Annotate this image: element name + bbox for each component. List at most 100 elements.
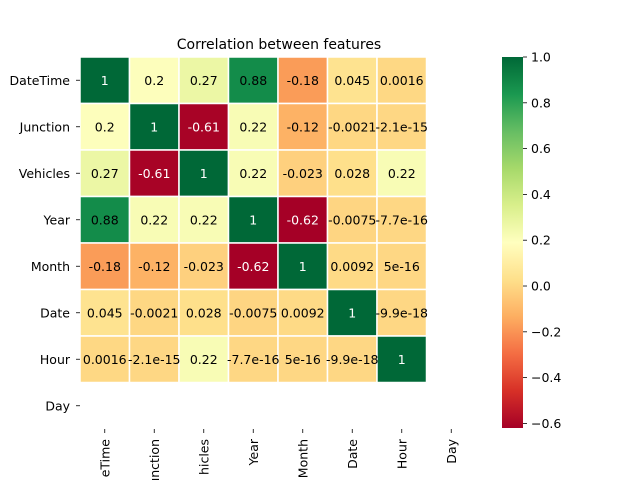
x-tick-label: Day (444, 438, 459, 463)
cell-annotation-r4-c4: 1 (299, 259, 307, 274)
heatmap-cell-r2-c2 (178, 149, 230, 198)
cell-annotation-r6-c2: 0.22 (190, 352, 218, 367)
x-tick-label: hicles (196, 439, 211, 475)
heatmap-cell-r4-c0 (79, 242, 131, 291)
x-tick-label: Year (246, 438, 261, 466)
cell-annotation-r6-c1: -2.1e-15 (128, 352, 181, 367)
cell-annotation-r0-c2: 0.27 (190, 73, 218, 88)
cell-annotation-r1-c1: 1 (150, 119, 158, 134)
cell-annotation-r2-c0: 0.27 (91, 166, 119, 181)
colorbar-tick-label: 0.0 (531, 279, 551, 294)
cell-annotation-r1-c5: -0.0021 (328, 119, 376, 134)
cell-annotation-r4-c6: 5e-16 (384, 259, 420, 274)
cell-annotation-r5-c4: 0.0092 (281, 305, 325, 320)
cell-annotation-r0-c3: 0.88 (239, 73, 267, 88)
cell-annotation-r2-c3: 0.22 (239, 166, 267, 181)
cell-annotation-r4-c0: -0.18 (89, 259, 121, 274)
heatmap-cell-r2-c6 (376, 149, 428, 198)
cell-annotation-r0-c1: 0.2 (144, 73, 164, 88)
cell-annotation-r4-c2: -0.023 (184, 259, 224, 274)
colorbar-tick-label: −0.2 (531, 324, 561, 339)
cell-annotation-r2-c6: 0.22 (388, 166, 416, 181)
heatmap-cell-r6-c5 (326, 335, 378, 384)
cell-annotation-r5-c5: 1 (348, 305, 356, 320)
cell-annotation-r2-c2: 1 (200, 166, 208, 181)
cell-annotation-r4-c5: 0.0092 (330, 259, 374, 274)
cell-annotation-r5-c0: 0.045 (87, 305, 123, 320)
cell-annotation-r6-c4: 5e-16 (285, 352, 321, 367)
heatmap-cell-r2-c5 (326, 149, 378, 198)
cell-annotation-r3-c2: 0.22 (190, 212, 218, 227)
heatmap-cell-r0-c1 (128, 56, 180, 105)
cell-annotation-r5-c2: 0.028 (186, 305, 222, 320)
heatmap-cell-r3-c0 (79, 195, 131, 244)
x-tick-label: Date (345, 439, 360, 469)
cell-annotation-r4-c3: -0.62 (237, 259, 269, 274)
heatmap-cell-r3-c1 (128, 195, 180, 244)
cell-annotation-r5-c3: -0.0075 (229, 305, 277, 320)
heatmap-cell-r6-c3 (227, 335, 279, 384)
colorbar-tick-label: −0.4 (531, 370, 561, 385)
x-tick-label: unction (147, 439, 162, 480)
colorbar-tick-label: 0.8 (531, 95, 551, 110)
x-tick-label: eTime (97, 439, 112, 478)
cell-annotation-r6-c6: 1 (398, 352, 406, 367)
heatmap-cell-r3-c5 (326, 195, 378, 244)
heatmap-cell-r5-c0 (79, 288, 131, 337)
heatmap-cell-r5-c6 (376, 288, 428, 337)
cell-annotation-r5-c6: -9.9e-18 (376, 305, 429, 320)
cell-annotation-r1-c0: 0.2 (95, 119, 115, 134)
cell-annotation-r3-c5: -0.0075 (328, 212, 376, 227)
cell-annotation-r5-c1: -0.0021 (130, 305, 178, 320)
colorbar-gradient (502, 57, 523, 428)
cell-annotation-r0-c4: -0.18 (287, 73, 319, 88)
cell-annotation-r0-c6: 0.0016 (380, 73, 424, 88)
cell-annotation-r1-c2: -0.61 (188, 119, 220, 134)
cell-annotation-r3-c3: 1 (249, 212, 257, 227)
cell-annotation-r1-c6: -2.1e-15 (376, 119, 429, 134)
heatmap-cell-r4-c2 (178, 242, 230, 291)
heatmap-cell-r6-c6 (376, 335, 428, 384)
y-tick-label: Day (45, 398, 70, 413)
cell-annotation-r0-c5: 0.045 (334, 73, 370, 88)
cell-annotation-r6-c5: -9.9e-18 (326, 352, 379, 367)
colorbar: 1.0 0.8 0.6 0.4 0.2 0.0 −0.2 −0.4 −0.6 (502, 50, 561, 431)
y-axis: DateTime Junction Vehicles Year Month Date Hou… (10, 73, 80, 413)
cell-annotation-r6-c0: 0.0016 (83, 352, 127, 367)
heatmap-cell-r6-c2 (178, 335, 230, 384)
cell-annotation-r2-c1: -0.61 (138, 166, 170, 181)
y-tick-label: Hour (40, 352, 71, 367)
cell-annotation-r3-c0: 0.88 (91, 212, 119, 227)
colorbar-tick-label: 1.0 (531, 50, 551, 65)
x-tick-label: Month (295, 439, 310, 478)
heatmap-cell-r2-c1 (128, 149, 180, 198)
colorbar-tick-label: 0.6 (531, 141, 551, 156)
heatmap-cell-r0-c5 (326, 56, 378, 105)
chart-title: Correlation between features (177, 37, 381, 53)
heatmap-cell-r5-c1 (128, 288, 180, 337)
y-tick-label: Junction (19, 119, 70, 134)
cell-annotation-r2-c4: -0.023 (283, 166, 323, 181)
cell-annotation-r0-c0: 1 (101, 73, 109, 88)
cell-annotation-r1-c4: -0.12 (287, 119, 319, 134)
cell-annotation-r3-c6: -7.7e-16 (376, 212, 429, 227)
y-tick-label: Year (43, 212, 71, 227)
x-axis: eTime unction hicles Year Month Date Hour Day (97, 429, 459, 480)
heatmap-cell-r2-c4 (277, 149, 329, 198)
cell-annotation-r2-c5: 0.028 (334, 166, 370, 181)
cell-annotation-r6-c3: -7.7e-16 (227, 352, 280, 367)
colorbar-tick-label: 0.4 (531, 187, 551, 202)
heatmap-cell-r1-c2 (178, 102, 230, 151)
y-tick-label: DateTime (10, 73, 71, 88)
colorbar-tick-label: −0.6 (531, 416, 561, 431)
cell-annotation-r3-c4: -0.62 (287, 212, 319, 227)
cell-annotation-r3-c1: 0.22 (140, 212, 168, 227)
x-tick-label: Hour (394, 438, 409, 469)
cell-annotation-r1-c3: 0.22 (239, 119, 267, 134)
cell-annotation-r4-c1: -0.12 (138, 259, 170, 274)
heatmap-cell-r1-c4 (277, 102, 329, 151)
y-tick-label: Month (31, 259, 70, 274)
colorbar-tick-label: 0.2 (531, 233, 551, 248)
heatmap-cell-r6-c4 (277, 335, 329, 384)
